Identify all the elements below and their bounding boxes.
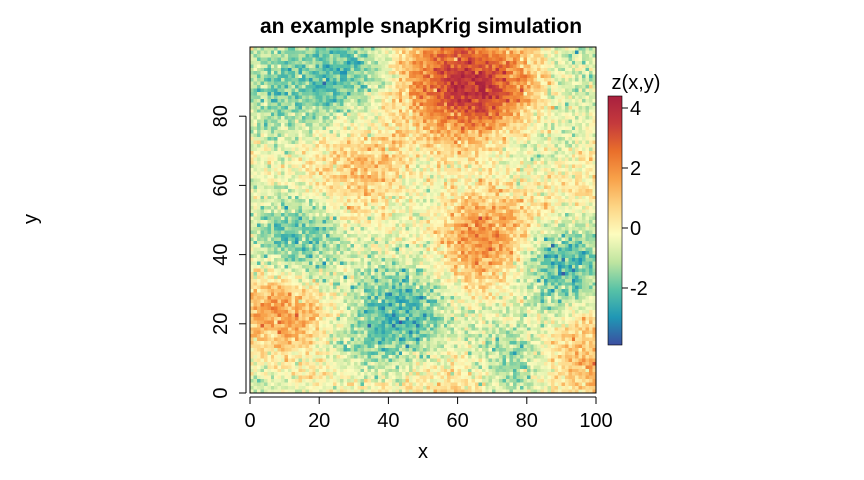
- x-axis: 0 20 40 60 80 100: [244, 396, 613, 432]
- legend-colorbar: [607, 95, 623, 346]
- legend-tick-label: 0: [630, 218, 641, 240]
- y-axis: 0 20 40 60 80: [210, 105, 247, 399]
- legend-tick-label: 4: [630, 98, 641, 120]
- x-tick-label: 40: [377, 410, 399, 432]
- y-tick-label: 0: [210, 387, 232, 398]
- y-tick-label: 40: [210, 243, 232, 265]
- x-tick-label: 20: [308, 410, 330, 432]
- x-tick-label: 0: [244, 410, 255, 432]
- x-axis-label: x: [418, 441, 428, 463]
- plot-frame: [249, 46, 597, 394]
- y-axis-label: y: [20, 214, 42, 224]
- legend-tick-label: 2: [630, 158, 641, 180]
- y-tick-label: 20: [210, 313, 232, 335]
- legend-ticks: -2 0 2 4: [622, 98, 648, 300]
- legend-tick-label: -2: [630, 278, 648, 300]
- chart-title: an example snapKrig simulation: [260, 15, 582, 38]
- heatmap-raster: [250, 47, 596, 393]
- legend-title: z(x,y): [612, 72, 661, 94]
- y-tick-label: 60: [210, 174, 232, 196]
- y-tick-label: 80: [210, 105, 232, 127]
- x-tick-label: 60: [446, 410, 468, 432]
- color-legend: z(x,y) -2 0 2 4: [607, 72, 661, 346]
- x-tick-label: 80: [516, 410, 538, 432]
- x-tick-label: 100: [579, 410, 612, 432]
